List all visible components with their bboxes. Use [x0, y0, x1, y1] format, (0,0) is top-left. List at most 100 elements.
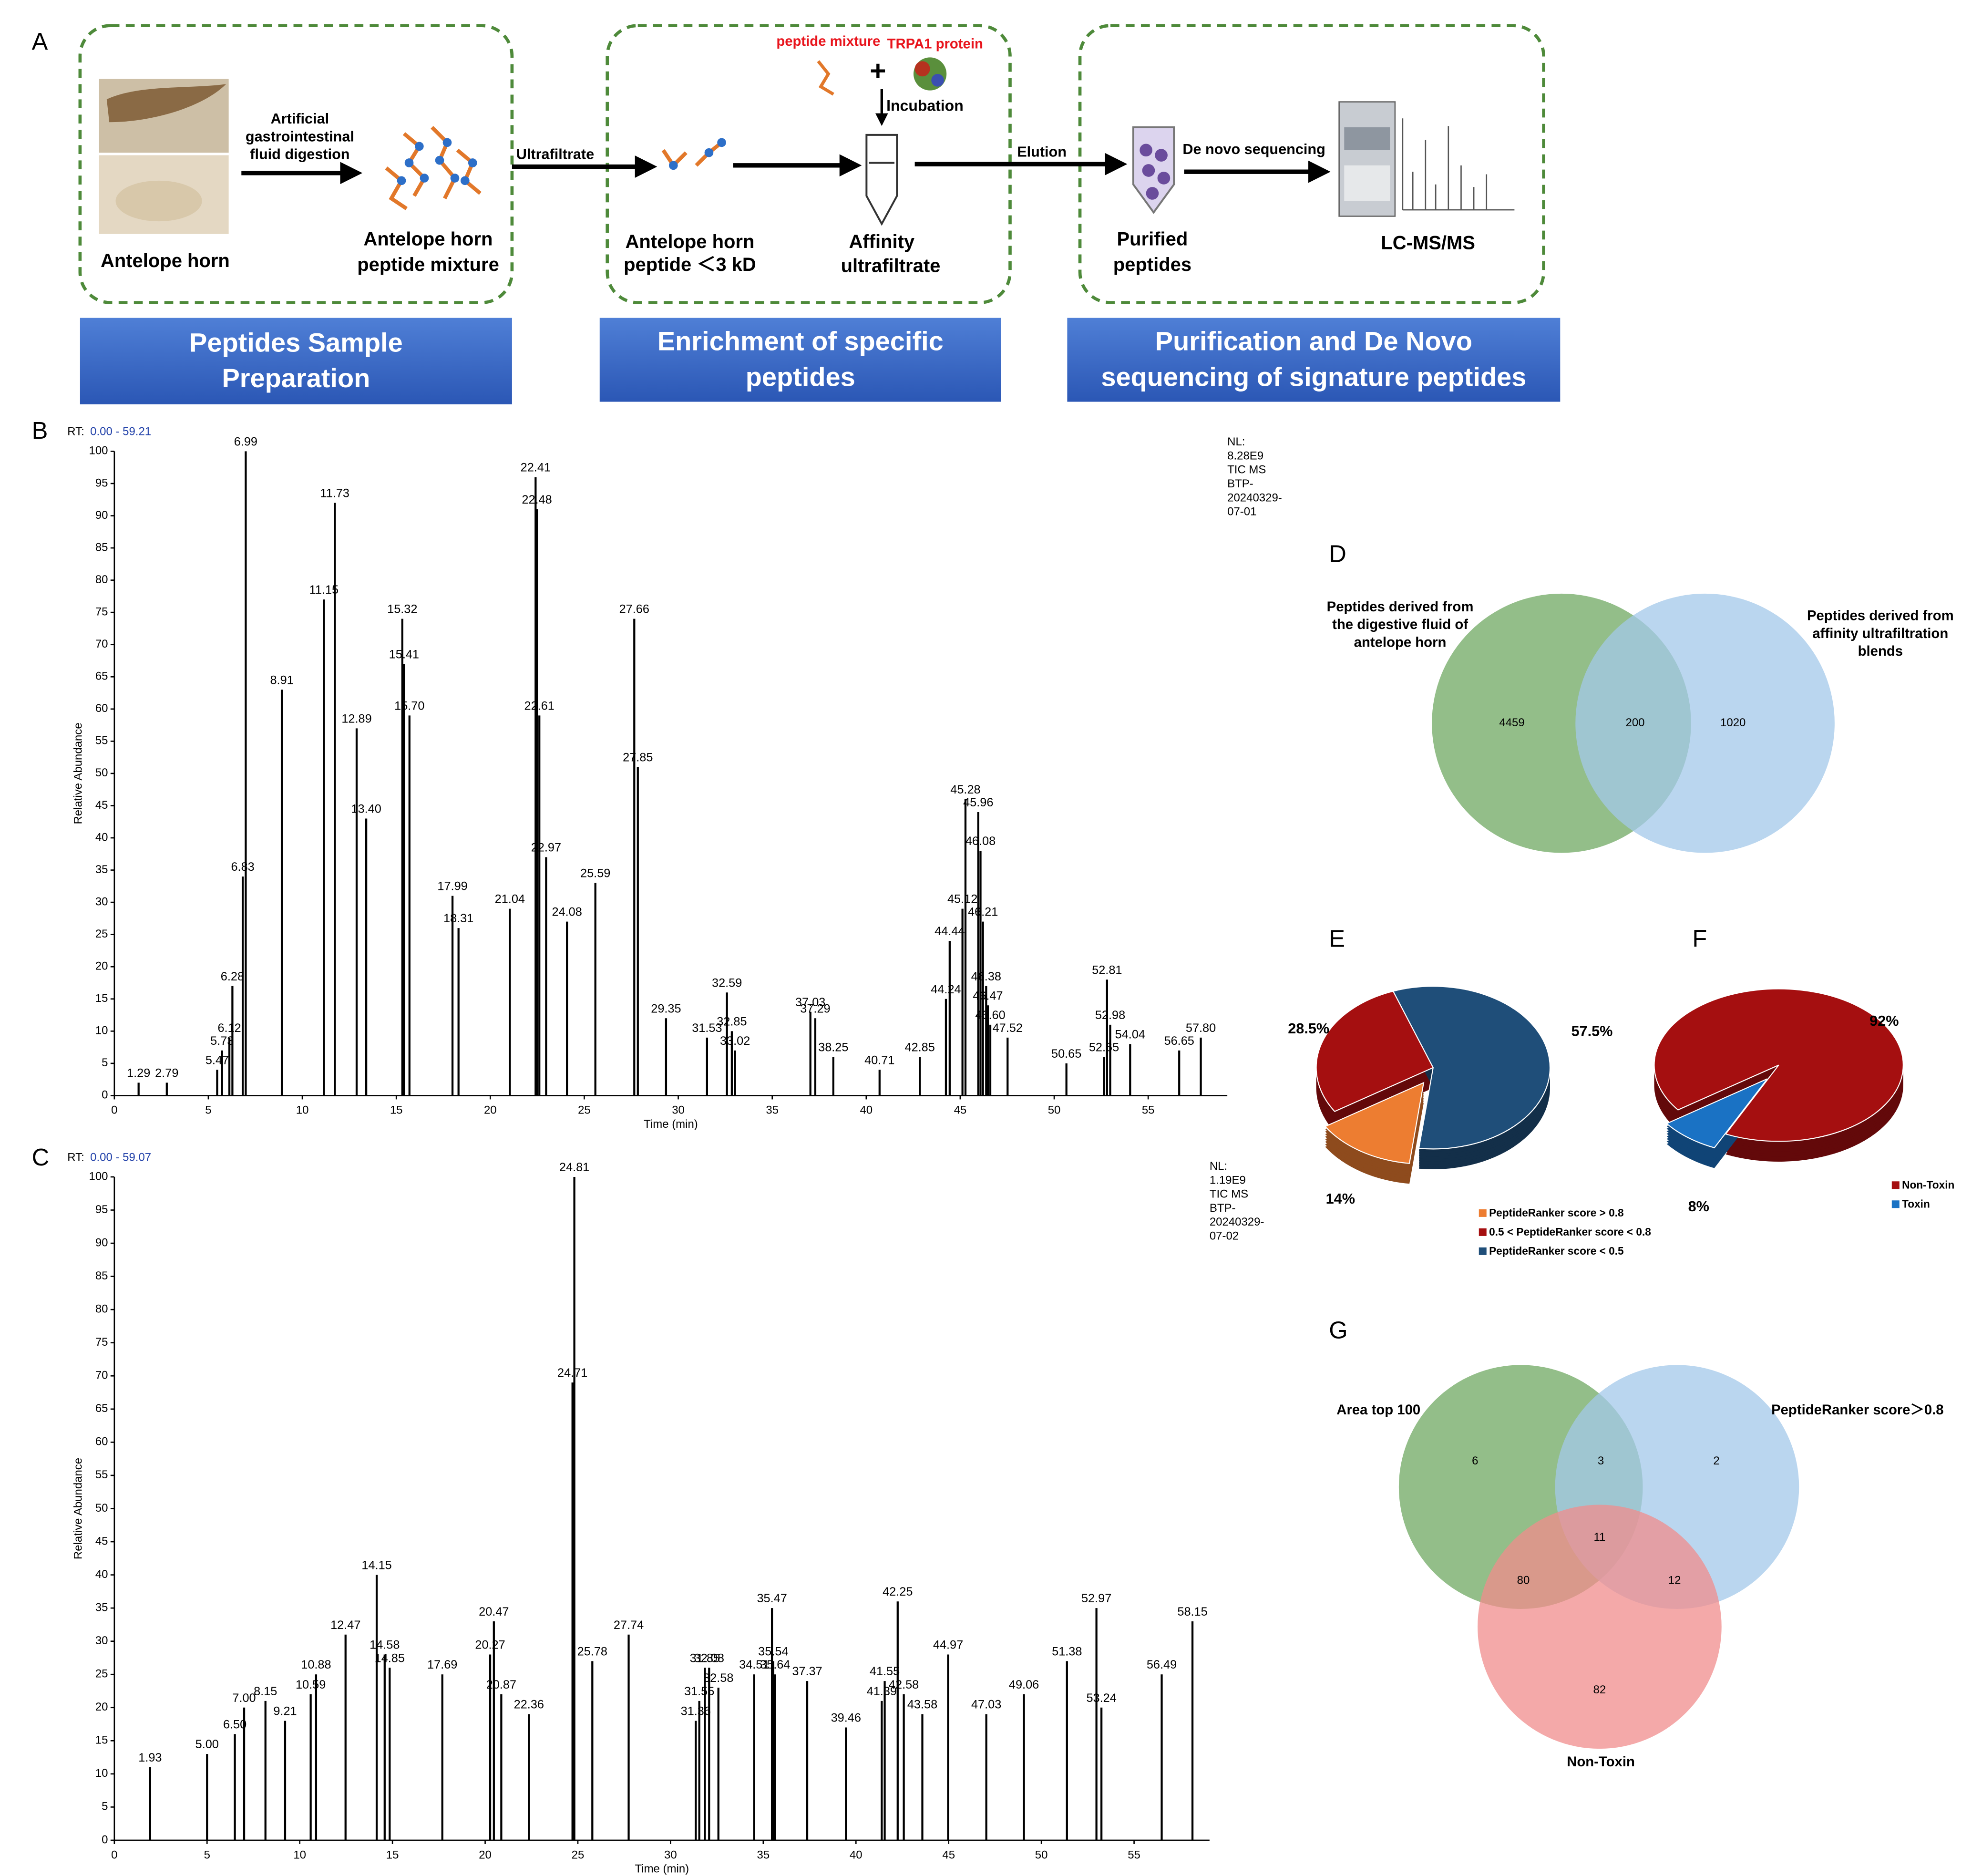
- peak-label: 32.58: [703, 1671, 733, 1685]
- peptide-icon: [817, 60, 834, 96]
- peak-label: 56.49: [1147, 1658, 1177, 1671]
- venn: Area top 100 PeptideRanker score＞0.8 Non-T…: [1336, 1365, 1944, 1770]
- region-count: 3: [1598, 1454, 1604, 1467]
- peak-label: 5.47: [205, 1053, 229, 1067]
- x-tick-label: 50: [1048, 1104, 1061, 1117]
- y-tick-label: 95: [95, 476, 108, 489]
- pie: 92% 8% Non-Toxin Toxin: [1653, 988, 1954, 1215]
- y-tick-label: 25: [95, 928, 108, 940]
- y-tick-label: 100: [89, 444, 108, 457]
- peak-label: 6.99: [234, 435, 257, 448]
- peak-label: 14.15: [361, 1559, 391, 1572]
- peak-label: 51.38: [1052, 1645, 1082, 1658]
- peak-label: 45.28: [950, 783, 980, 796]
- peak-label: 6.50: [223, 1718, 246, 1731]
- x-tick-label: 5: [205, 1104, 211, 1117]
- legend-swatch: [1479, 1247, 1487, 1255]
- set-label: PeptideRanker score＞0.8: [1771, 1402, 1943, 1418]
- peak-label: 8.91: [270, 673, 293, 687]
- y-tick-label: 70: [95, 1369, 108, 1382]
- peak-label: 27.66: [619, 603, 649, 616]
- x-tick-label: 20: [484, 1104, 497, 1117]
- stage-title: sequencing of signature peptides: [1101, 361, 1526, 392]
- x-tick-label: 0: [111, 1848, 117, 1861]
- protein-icon: [914, 61, 930, 77]
- protein-icon: [931, 73, 944, 87]
- y-tick-label: 35: [95, 863, 108, 876]
- stage-banner: [1067, 318, 1561, 402]
- y-tick-label: 40: [95, 1568, 108, 1581]
- y-tick-label: 30: [95, 1634, 108, 1647]
- panel-label: G: [1329, 1316, 1347, 1343]
- peak-label: 27.74: [614, 1618, 644, 1632]
- label: Antelope horn: [364, 229, 493, 250]
- y-tick-label: 10: [95, 1024, 108, 1037]
- y-axis-label: Relative Abundance: [72, 722, 85, 824]
- x-tick-label: 40: [860, 1104, 873, 1117]
- peak-label: 22.41: [521, 461, 551, 474]
- peak-label: 21.04: [495, 893, 525, 906]
- y-axis-label: Relative Abundance: [72, 1458, 85, 1559]
- peak-label: 18.31: [443, 912, 473, 925]
- peak-label: 25.78: [577, 1645, 607, 1658]
- peak-label: 31.36: [681, 1705, 711, 1718]
- label: Incubation: [886, 97, 964, 114]
- value-label: 92%: [1869, 1013, 1899, 1029]
- peak-label: 12.89: [341, 712, 371, 725]
- label: Purified: [1117, 229, 1188, 250]
- peak-label: 47.03: [971, 1698, 1001, 1711]
- peak-label: 31.53: [692, 1021, 722, 1035]
- slice: [1324, 1082, 1425, 1164]
- info-line: TIC MS: [1210, 1188, 1248, 1201]
- info-line: 1.19E9: [1210, 1174, 1246, 1186]
- label: De novo sequencing: [1182, 141, 1325, 157]
- legend-label: Non-Toxin: [1902, 1179, 1954, 1191]
- x-tick-label: 10: [296, 1104, 309, 1117]
- rt-range: 0.00 - 59.21: [90, 425, 151, 438]
- region-count: 80: [1517, 1574, 1530, 1587]
- peak-label: 46.08: [965, 835, 996, 848]
- peak-label: 54.04: [1115, 1028, 1145, 1041]
- peak-label: 10.59: [296, 1678, 326, 1691]
- peak-label: 5.00: [195, 1738, 219, 1751]
- y-tick-label: 5: [102, 1056, 108, 1069]
- peak-label: 56.65: [1164, 1034, 1194, 1048]
- peptide-icon: [661, 138, 726, 170]
- peak-label: 47.52: [993, 1021, 1023, 1035]
- x-tick-label: 15: [386, 1848, 399, 1861]
- y-tick-label: 60: [95, 1435, 108, 1448]
- region-count: 11: [1593, 1531, 1605, 1544]
- x-axis-label: Time (min): [644, 1118, 698, 1131]
- x-tick-label: 25: [572, 1848, 585, 1861]
- value-label: 57.5%: [1571, 1023, 1613, 1039]
- chromatogram: 0510152025303540455055606570758085909510…: [67, 1151, 1264, 1875]
- x-tick-label: 55: [1142, 1104, 1155, 1117]
- stage-title: Purification and De Novo: [1155, 326, 1472, 356]
- region-count: 12: [1668, 1574, 1681, 1587]
- region-count: 4459: [1499, 716, 1524, 729]
- workflow: Antelope horn Artificial gastrointestina…: [78, 24, 1561, 404]
- info-line: 07-02: [1210, 1230, 1239, 1243]
- peak-label: 20.47: [479, 1605, 509, 1618]
- peak-label: 17.69: [427, 1658, 457, 1671]
- x-tick-label: 35: [757, 1848, 770, 1861]
- y-tick-label: 55: [95, 734, 108, 747]
- peak-label: 37.37: [792, 1665, 822, 1678]
- x-tick-label: 35: [766, 1104, 779, 1117]
- peak-label: 14.85: [375, 1651, 405, 1665]
- peak-label: 22.48: [522, 493, 552, 506]
- y-tick-label: 80: [95, 573, 108, 586]
- y-tick-label: 40: [95, 831, 108, 844]
- peak-label: 11.73: [320, 487, 349, 500]
- peak-label: 33.02: [720, 1034, 750, 1048]
- instrument-icon: [1344, 165, 1390, 201]
- peak-label: 9.21: [273, 1705, 297, 1718]
- peak-label: 29.35: [651, 1002, 681, 1015]
- x-tick-label: 5: [204, 1848, 210, 1861]
- peak-label: 31.85: [690, 1651, 720, 1665]
- y-tick-label: 85: [95, 541, 108, 554]
- region-count: 6: [1472, 1454, 1478, 1467]
- label: Affinity: [849, 231, 915, 252]
- y-tick-label: 15: [95, 1734, 108, 1747]
- panel-label: C: [32, 1144, 50, 1171]
